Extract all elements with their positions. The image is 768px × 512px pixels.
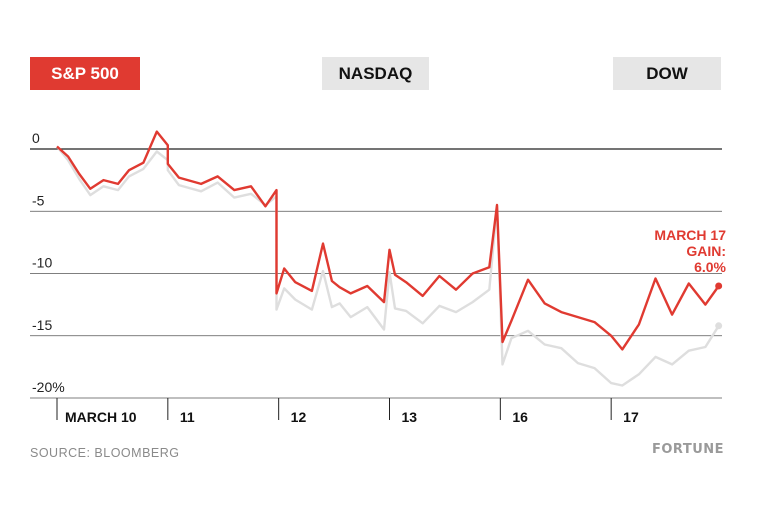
y-tick-label: -15 bbox=[32, 317, 52, 333]
annotation-line-2: GAIN: bbox=[686, 243, 726, 259]
brand-logo: FORTUNE bbox=[652, 442, 725, 457]
series-line-1 bbox=[56, 130, 720, 351]
tab-nasdaq[interactable]: NASDAQ bbox=[322, 57, 429, 90]
series-end-marker-1 bbox=[715, 282, 723, 290]
x-tick-label: 16 bbox=[512, 409, 528, 425]
x-tick-label: 12 bbox=[291, 409, 307, 425]
x-tick-label: 11 bbox=[180, 409, 195, 425]
annotation-layer: MARCH 17 GAIN: 6.0% bbox=[654, 227, 726, 275]
annotation-line-3: 6.0% bbox=[694, 259, 726, 275]
y-tick-label: 0 bbox=[32, 130, 40, 146]
series-line-0 bbox=[56, 145, 720, 387]
series-layer bbox=[56, 130, 723, 387]
x-tick-label: 13 bbox=[402, 409, 418, 425]
x-tick-label: 17 bbox=[623, 409, 639, 425]
source-note: SOURCE: BLOOMBERG bbox=[30, 446, 180, 460]
grid-layer: 0 -5 -10 -15 -20%MARCH 10 11 12 13 16 17 bbox=[30, 130, 722, 425]
y-tick-label: -20% bbox=[32, 379, 65, 395]
y-tick-label: -10 bbox=[32, 255, 52, 271]
tab-dow[interactable]: DOW bbox=[613, 57, 721, 90]
tab-sp500[interactable]: S&P 500 bbox=[30, 57, 140, 90]
y-tick-label: -5 bbox=[32, 192, 45, 208]
x-tick-label: MARCH 10 bbox=[65, 409, 137, 425]
series-end-marker-0 bbox=[715, 322, 723, 330]
annotation-line-1: MARCH 17 bbox=[654, 227, 726, 243]
